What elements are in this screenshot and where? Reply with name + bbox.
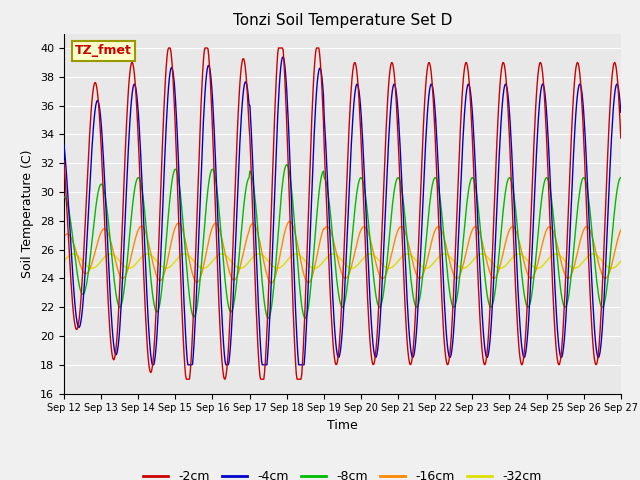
Y-axis label: Soil Temperature (C): Soil Temperature (C): [22, 149, 35, 278]
Title: Tonzi Soil Temperature Set D: Tonzi Soil Temperature Set D: [233, 13, 452, 28]
Legend: -2cm, -4cm, -8cm, -16cm, -32cm: -2cm, -4cm, -8cm, -16cm, -32cm: [138, 465, 547, 480]
X-axis label: Time: Time: [327, 419, 358, 432]
Text: TZ_fmet: TZ_fmet: [75, 44, 132, 58]
